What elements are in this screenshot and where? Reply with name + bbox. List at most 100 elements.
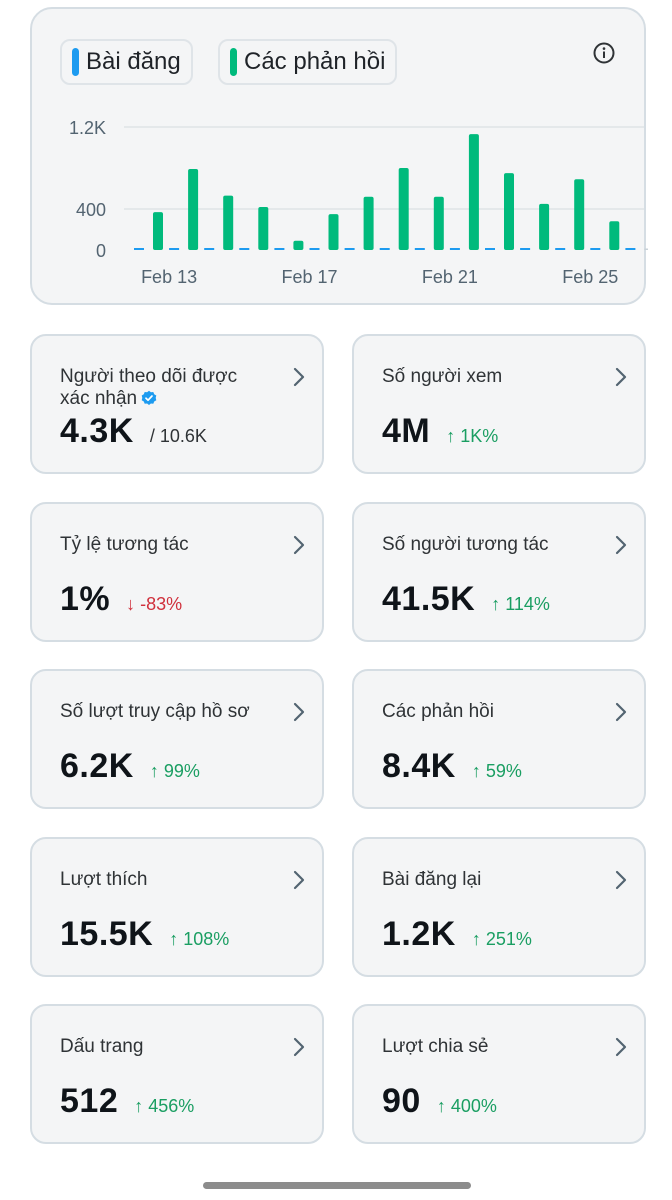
stat-value: 1.2K: [382, 914, 456, 953]
stat-value: 6.2K: [60, 747, 134, 785]
stat-change-badge: ↑ 99%: [149, 761, 200, 781]
stat-change-badge: ↑ 59%: [471, 761, 522, 781]
bar-posts: [134, 248, 144, 250]
stat-card-luot-thich[interactable]: Lượt thích 15.5K ↑ 108%: [30, 836, 324, 977]
bar-posts: [485, 248, 495, 250]
bar-replies: [223, 195, 234, 250]
stat-value-row: 90 ↑ 400%: [382, 1082, 497, 1121]
stat-card-luot-chia-se[interactable]: Lượt chia sẻ 90 ↑ 400%: [352, 1004, 646, 1144]
bar-replies: [609, 221, 620, 250]
y-tick-label: 0: [96, 241, 106, 261]
stat-change-badge: ↑ 400%: [436, 1096, 497, 1116]
chevron-right-icon: [293, 702, 305, 722]
stat-title-text: Người theo dõi được xác nhận: [60, 366, 238, 409]
stat-value: 90: [382, 1082, 421, 1120]
bar-posts: [239, 248, 250, 250]
bar-posts: [344, 248, 355, 250]
stat-title-text: Dấu trang: [60, 1036, 144, 1057]
legend-replies-label: Các phản hồi: [244, 48, 386, 75]
bar-posts: [204, 248, 215, 250]
stat-title: Các phản hồi: [382, 701, 592, 723]
stat-title: Dấu trang: [60, 1036, 270, 1058]
stat-title-text: Số lượt truy cập hồ sơ: [60, 701, 250, 722]
stat-value-row: 15.5K ↑ 108%: [60, 915, 229, 954]
bar-replies: [328, 214, 339, 250]
stat-title-text: Bài đăng lại: [382, 868, 482, 890]
bar-posts: [309, 248, 320, 250]
stat-title: Bài đăng lại: [382, 869, 592, 891]
home-indicator[interactable]: [203, 1182, 471, 1189]
bar-posts: [274, 248, 285, 250]
info-icon[interactable]: [592, 41, 616, 65]
bar-chart: 1.2K 400 0 Feb 13 Feb 17 Feb 21 Feb 25: [69, 118, 648, 287]
stat-title: Số người xem: [382, 366, 592, 388]
stat-value: 512: [60, 1082, 119, 1120]
bar-posts: [379, 248, 390, 250]
bar-posts: [625, 248, 636, 250]
chevron-right-icon: [293, 1037, 305, 1057]
stat-card-ty-le-tuong-tac[interactable]: Tỷ lệ tương tác 1% ↓ -83%: [30, 501, 324, 642]
bar-replies: [398, 168, 409, 250]
stat-value-row: 4M ↑ 1K%: [382, 412, 498, 451]
bar-replies: [644, 248, 648, 250]
chevron-right-icon: [615, 1037, 627, 1057]
verified-badge-icon: [141, 390, 157, 405]
y-tick-label: 1.2K: [69, 118, 106, 138]
posts-swatch: [72, 48, 79, 76]
stat-value: 8.4K: [382, 747, 456, 785]
stat-card-nguoi-theo-doi-duoc-xac-nhan[interactable]: Người theo dõi được xác nhận 4.3K / 10.6K: [30, 334, 324, 474]
stat-card-so-nguoi-tuong-tac[interactable]: Số người tương tác 41.5K ↑ 114%: [352, 501, 646, 642]
stat-value-row: 6.2K ↑ 99%: [60, 747, 200, 786]
x-tick-label: Feb 21: [422, 267, 478, 287]
stat-title-text: Số người xem: [382, 366, 503, 387]
stat-title: Tỷ lệ tương tác: [60, 534, 270, 556]
stat-value: 15.5K: [60, 914, 154, 953]
chevron-right-icon: [615, 535, 627, 554]
x-tick-label: Feb 13: [141, 267, 197, 287]
x-tick-label: Feb 17: [281, 267, 337, 287]
bar-replies: [153, 212, 163, 250]
chevron-right-icon: [615, 702, 627, 722]
stat-card-dau-trang[interactable]: Dấu trang 512 ↑ 456%: [30, 1004, 324, 1144]
bar-replies: [363, 196, 374, 250]
stat-value: 1%: [60, 579, 111, 618]
bar-posts: [555, 248, 566, 250]
stat-value-row: 41.5K ↑ 114%: [382, 580, 550, 619]
stat-change-badge: ↑ 108%: [169, 928, 230, 949]
chevron-right-icon: [293, 367, 305, 387]
y-tick-label: 400: [76, 200, 106, 220]
legend-posts-label: Bài đăng: [86, 48, 181, 75]
bar-replies: [468, 134, 479, 250]
bar-replies: [504, 173, 514, 250]
stat-title: Số người tương tác: [382, 534, 592, 556]
stat-title-text: Các phản hồi: [382, 701, 494, 722]
bar-posts: [449, 248, 460, 250]
legend-posts-toggle[interactable]: Bài đăng: [60, 39, 193, 85]
stat-card-bai-dang-lai[interactable]: Bài đăng lại 1.2K ↑ 251%: [352, 836, 646, 977]
bar-replies: [188, 169, 199, 250]
stat-value-row: 512 ↑ 456%: [60, 1082, 194, 1121]
legend-replies-toggle[interactable]: Các phản hồi: [218, 39, 398, 85]
chevron-right-icon: [293, 870, 305, 889]
bar-replies: [258, 206, 269, 250]
stat-value-row: 1% ↓ -83%: [60, 580, 182, 619]
stat-change-badge: ↑ 1K%: [446, 426, 499, 446]
stat-card-so-luot-truy-cap-ho-so[interactable]: Số lượt truy cập hồ sơ 6.2K ↑ 99%: [30, 669, 324, 809]
stat-title: Số lượt truy cập hồ sơ: [60, 701, 270, 723]
replies-swatch: [230, 48, 237, 76]
stat-change-badge: ↑ 114%: [491, 593, 550, 614]
stat-card-cac-phan-hoi[interactable]: Các phản hồi 8.4K ↑ 59%: [352, 669, 646, 809]
stat-change-badge: ↑ 456%: [134, 1096, 195, 1116]
stat-title-text: Lượt chia sẻ: [382, 1036, 489, 1057]
bar-replies: [574, 179, 585, 250]
stat-total: / 10.6K: [149, 426, 207, 446]
analytics-chart-card: Bài đăng Các phản hồi 1.2K 400 0 Feb 13 Feb …: [30, 7, 648, 305]
stat-value: 4M: [382, 412, 431, 450]
stat-change-badge: ↑ 251%: [471, 928, 532, 949]
x-tick-label: Feb 25: [562, 267, 618, 287]
stat-title-text: Lượt thích: [60, 868, 148, 890]
bar-posts: [169, 248, 180, 250]
stat-value-row: 8.4K ↑ 59%: [382, 747, 522, 786]
stat-card-so-nguoi-xem[interactable]: Số người xem 4M ↑ 1K%: [352, 334, 646, 474]
chevron-right-icon: [293, 535, 305, 554]
